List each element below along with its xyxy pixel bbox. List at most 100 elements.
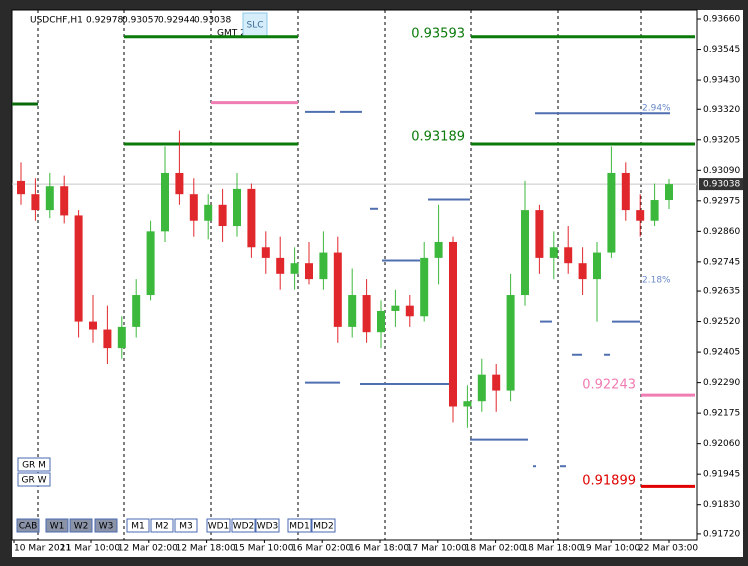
- candle-body: [45, 186, 54, 211]
- y-tick-label: 0.93320: [703, 105, 740, 115]
- group-button-bg[interactable]: [17, 457, 51, 472]
- level-label: 0.93593: [411, 27, 465, 42]
- toolbar-button-label[interactable]: W1: [50, 522, 65, 532]
- toolbar-button-bg[interactable]: [311, 518, 336, 533]
- y-tick-label: 0.92175: [703, 409, 740, 419]
- candle-body: [290, 263, 299, 274]
- slc-button-label[interactable]: SLC: [246, 21, 263, 31]
- candle-body: [60, 186, 69, 216]
- candle-body: [233, 188, 241, 227]
- candle-body: [117, 326, 126, 349]
- candle-body: [636, 210, 645, 221]
- toolbar-button-label[interactable]: M1: [131, 522, 145, 532]
- toolbar-button-bg[interactable]: [94, 518, 118, 533]
- toolbar-button-bg[interactable]: [126, 518, 150, 533]
- toolbar-button-bg[interactable]: [174, 518, 198, 533]
- candle-body: [434, 241, 443, 258]
- x-tick-label: 16 Mar 02:00: [291, 544, 351, 554]
- header-high: 0.93057: [122, 16, 159, 26]
- toolbar-button-label[interactable]: CAB: [19, 522, 38, 532]
- y-tick-label: 0.93090: [703, 166, 740, 176]
- candle-body: [405, 305, 414, 317]
- toolbar-button-label[interactable]: WD3: [257, 522, 279, 532]
- y-tick-label: 0.93545: [703, 45, 740, 55]
- candle-body: [247, 188, 256, 248]
- y-tick-label: 0.92860: [703, 227, 740, 237]
- last-price-box: [699, 178, 743, 191]
- x-tick-label: 17 Mar 10:00: [407, 544, 467, 554]
- toolbar-button-bg[interactable]: [150, 518, 174, 533]
- x-tick-label: 12 Mar 18:00: [176, 544, 236, 554]
- candle-body: [333, 252, 342, 327]
- gmt-label: GMT 2: [217, 29, 246, 39]
- x-tick-label: 18 Mar 18:00: [522, 544, 582, 554]
- annotation: 2.18%: [642, 276, 671, 286]
- candle-body: [132, 295, 141, 327]
- chart-background: [12, 10, 743, 557]
- candle-body: [204, 204, 213, 221]
- toolbar-button-label[interactable]: WD2: [233, 522, 255, 532]
- plot-frame: [11, 9, 698, 541]
- header-open: 0.92978: [86, 16, 123, 26]
- toolbar-button-label[interactable]: MD2: [313, 522, 333, 532]
- candle-body: [593, 252, 601, 280]
- toolbar-button-bg[interactable]: [255, 518, 280, 533]
- candle-body: [31, 194, 40, 211]
- candle-body: [521, 210, 529, 296]
- toolbar-button-bg[interactable]: [206, 518, 231, 533]
- candle-body: [305, 263, 313, 280]
- toolbar-button-label[interactable]: W3: [99, 522, 114, 532]
- x-tick-label: 15 Mar 10:00: [233, 544, 293, 554]
- candle-body: [607, 172, 616, 253]
- toolbar-button-label[interactable]: WD1: [208, 522, 230, 532]
- x-tick-label: 18 Mar 02:00: [465, 544, 525, 554]
- candle-body: [362, 295, 371, 333]
- group-button-bg[interactable]: [17, 472, 51, 487]
- toolbar-button-bg[interactable]: [45, 518, 69, 533]
- header-close: 0.93038: [194, 16, 231, 26]
- candle-body: [89, 321, 97, 330]
- y-tick-label: 0.92635: [703, 287, 740, 297]
- candle-body: [420, 257, 429, 317]
- y-tick-label: 0.93660: [703, 15, 740, 25]
- y-tick-label: 0.93205: [703, 135, 740, 145]
- x-tick-label: 12 Mar 02:00: [118, 544, 178, 554]
- toolbar-button-label[interactable]: MD1: [289, 522, 309, 532]
- y-tick-label: 0.92060: [703, 439, 740, 449]
- candle-body: [74, 215, 83, 322]
- annotation: 2.94%: [642, 104, 671, 114]
- y-tick-label: 0.93430: [703, 76, 740, 86]
- x-tick-label: 10 Mar 2021: [14, 544, 71, 554]
- candle-body: [449, 241, 457, 407]
- toolbar-button-label[interactable]: W2: [74, 522, 89, 532]
- y-tick-label: 0.91720: [703, 529, 740, 539]
- slc-button[interactable]: SLC: [242, 12, 268, 37]
- candle-body: [161, 172, 169, 232]
- group-button-label[interactable]: GR W: [22, 476, 47, 486]
- x-tick-label: 11 Mar 10:00: [60, 544, 120, 554]
- toolbar-button-bg[interactable]: [287, 518, 312, 533]
- level-label: 0.91899: [582, 474, 636, 489]
- y-tick-label: 0.92405: [703, 348, 740, 358]
- candle-body: [261, 247, 270, 258]
- last-price-label: 0.93038: [703, 180, 740, 190]
- toolbar-button-bg[interactable]: [16, 518, 40, 533]
- group-button-label[interactable]: GR M: [22, 461, 46, 471]
- candle-body: [319, 252, 328, 280]
- candle-body: [189, 194, 198, 221]
- toolbar-button-label[interactable]: M3: [179, 522, 193, 532]
- candle-body: [218, 204, 227, 227]
- candle-body: [650, 200, 659, 221]
- candle-body: [549, 247, 558, 258]
- toolbar-button-label[interactable]: M2: [155, 522, 169, 532]
- candle-body: [175, 172, 184, 195]
- y-tick-label: 0.92520: [703, 317, 740, 327]
- candle-body: [492, 374, 501, 391]
- y-tick-label: 0.91830: [703, 500, 740, 510]
- toolbar-button-bg[interactable]: [69, 518, 93, 533]
- level-label: 0.92243: [582, 378, 636, 393]
- toolbar-button-bg[interactable]: [231, 518, 256, 533]
- candle-body: [535, 210, 544, 258]
- candle-body: [621, 172, 630, 211]
